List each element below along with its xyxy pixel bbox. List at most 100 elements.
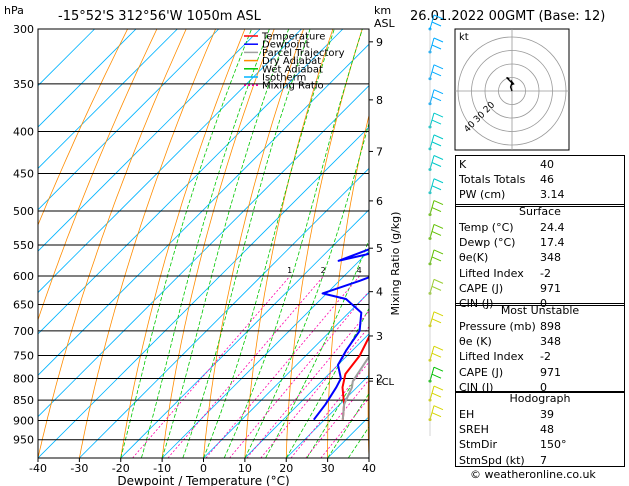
isotherm-line: [38, 85, 369, 418]
wet-adiabat-line: [120, 29, 252, 458]
index-label: PW (cm): [459, 188, 506, 202]
isotherm-line: [120, 209, 369, 458]
km-tick-label: 3: [376, 330, 383, 343]
index-list-top: K 40 Totals Totals 46 PW (cm) 3.14: [455, 157, 625, 203]
footer-credit: © weatheronline.co.uk: [470, 468, 596, 481]
location-title: -15°52'S 312°56'W 1050m ASL: [58, 9, 262, 24]
surface-label: Dewp (°C): [459, 236, 516, 250]
x-tick-label: 0: [200, 462, 207, 475]
index-box-surface: [455, 204, 625, 306]
x-tick-label: 40: [362, 462, 376, 475]
pressure-tick-label: 800: [13, 372, 34, 385]
isotherm-line: [38, 29, 178, 169]
legend-label: Mixing Ratio: [262, 81, 324, 92]
legend-label: Wet Adiabat: [262, 64, 323, 75]
index-box-top: [455, 155, 625, 207]
hodograph-row: EH 39: [455, 407, 625, 422]
km-tick-label: 4: [376, 286, 383, 299]
pressure-tick-label: 300: [13, 23, 34, 36]
legend-label: Dry Adiabat: [262, 56, 321, 67]
profile-lines: [313, 248, 369, 421]
surface-value: 971: [540, 281, 561, 295]
mixing-ratio-label: 1: [287, 266, 292, 275]
isotherm-line: [38, 126, 369, 458]
mixing-ratio-line: [167, 275, 324, 458]
surface-row: Lifted Index -2: [455, 266, 625, 281]
surface-value: 348: [540, 251, 561, 265]
isotherm-line: [285, 374, 369, 458]
wind-barb: [428, 112, 444, 129]
isotherm-line: [161, 250, 369, 458]
most-unstable-row: CIN (J) 0: [455, 380, 625, 395]
index-box-hodo: [455, 391, 625, 467]
dry-adiabat-line: [367, 353, 369, 458]
pressure-tick-label: 950: [13, 434, 34, 447]
most-unstable-value: 0: [540, 380, 547, 394]
wind-barb: [428, 89, 444, 106]
mixing-ratio-label: 2: [321, 266, 326, 275]
pressure-tick-label: 750: [13, 349, 34, 362]
isotherm-line: [38, 29, 344, 335]
wind-barbs: [428, 14, 444, 422]
series-dewpoint: [313, 248, 369, 421]
wind-barb: [428, 311, 444, 328]
index-row: Totals Totals 46: [455, 172, 625, 187]
pressure-tick-label: 550: [13, 239, 34, 252]
wind-barb: [428, 405, 444, 422]
pressure-tick-label: 400: [13, 126, 34, 139]
x-tick-label: -10: [153, 462, 171, 475]
wind-barb: [428, 278, 444, 295]
most-unstable-section: Most Unstable Pressure (mb) 898 θe (K) 348 L…: [455, 303, 625, 395]
mixing-ratio-axis-label: Mixing Ratio (g/kg): [389, 212, 402, 316]
dry-adiabat-line: [407, 29, 450, 458]
surface-row: CAPE (J) 971: [455, 281, 625, 296]
km-tick-label: 6: [376, 195, 383, 208]
most-unstable-label: CAPE (J): [459, 365, 504, 379]
wet-adiabat-line: [306, 354, 369, 458]
most-unstable-row: Lifted Index -2: [455, 349, 625, 364]
datetime-title: 26.01.2022 00GMT (Base: 12): [410, 9, 605, 24]
isotherm-line: [38, 29, 302, 294]
dry-adiabat-line: [38, 29, 128, 227]
wind-barb: [428, 64, 444, 81]
mixing-ratio-label: 6: [379, 266, 384, 275]
legend-label: Parcel Trajectory: [262, 48, 345, 59]
hodograph-section: Hodograph EH 39 SREH 48 StmDir 150° StmSpd (kt…: [455, 391, 625, 468]
x-tick-label: -40: [29, 462, 47, 475]
wind-barb: [428, 223, 444, 240]
surface-value: 17.4: [540, 236, 565, 250]
storm-motion-marker: [510, 79, 515, 86]
hodograph-trace: [506, 76, 513, 92]
legend-label: Dewpoint: [262, 40, 310, 51]
index-label: Totals Totals: [459, 173, 526, 187]
dry-adiabat-line: [38, 29, 187, 458]
wind-barb: [428, 366, 444, 383]
pressure-tick-label: 450: [13, 167, 34, 180]
wind-barb: [428, 200, 444, 217]
legend-label: Isotherm: [262, 73, 306, 84]
index-row: K 40: [455, 157, 625, 172]
index-value: 40: [540, 158, 554, 171]
most-unstable-row: Pressure (mb) 898: [455, 319, 625, 334]
mixing-ratio-line: [246, 310, 369, 458]
hodograph-value: 150°: [540, 438, 567, 452]
hodograph-title: Hodograph: [509, 392, 571, 405]
hodograph-value: 7: [540, 453, 547, 467]
series-temperature: [341, 334, 369, 420]
wet-adiabat-line: [285, 307, 369, 458]
km-tick-label: 8: [376, 94, 383, 107]
km-tick-label: 2: [376, 372, 383, 385]
surface-row: Dewp (°C) 17.4: [455, 235, 625, 250]
mixing-ratio-line: [229, 290, 369, 458]
pressure-tick-label: 850: [13, 394, 34, 407]
km-tick-label: 7: [376, 145, 383, 158]
x-axis-label: Dewpoint / Temperature (°C): [117, 474, 289, 486]
isotherm-line: [203, 291, 369, 458]
hodograph-row: StmDir 150°: [455, 437, 625, 452]
mixing-ratio-label: 16: [437, 266, 447, 275]
isotherm-line: [38, 29, 220, 211]
surface-value: -2: [540, 266, 551, 280]
